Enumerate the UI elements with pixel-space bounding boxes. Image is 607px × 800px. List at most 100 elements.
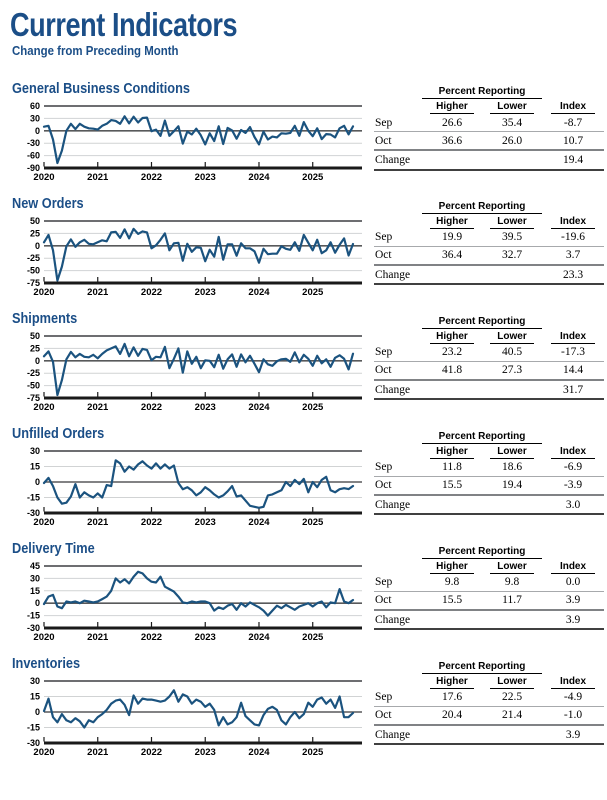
svg-text:-30: -30 [27, 738, 40, 748]
table-header-group: Percent Reporting [374, 201, 604, 214]
indicator-section: Unfilled Orders 30 15 0 -15 -30 2020 2021 2022 2… [10, 426, 604, 535]
table-rows: Sep 26.6 35.4 -8.7 Oct 36.6 26.0 10.7 [374, 114, 604, 151]
table-row: Sep 11.8 18.6 -6.9 [374, 459, 604, 477]
svg-text:30: 30 [30, 113, 40, 123]
section-title: Inventories [12, 656, 368, 673]
change-label: Change [375, 383, 411, 396]
row-month-label: Sep [375, 231, 393, 244]
chart-column: Unfilled Orders 30 15 0 -15 -30 2020 2021 2022 2… [10, 426, 368, 535]
col-header-index: Index [551, 561, 595, 574]
svg-text:2020: 2020 [33, 517, 54, 528]
table-header-group: Percent Reporting [374, 86, 604, 99]
svg-text:50: 50 [30, 331, 40, 341]
row-value: 15.5 [441, 479, 463, 492]
change-row: Change 31.7 [374, 381, 604, 401]
percent-reporting-label: Percent Reporting [422, 201, 542, 214]
row-month-label: Oct [375, 479, 392, 492]
change-value: 19.4 [562, 154, 584, 166]
svg-text:-90: -90 [27, 163, 40, 173]
table-row: Sep 9.8 9.8 0.0 [374, 574, 604, 592]
svg-text:2020: 2020 [33, 747, 54, 758]
svg-text:2025: 2025 [302, 517, 324, 528]
row-value: 11.7 [502, 594, 522, 607]
table-row: Sep 19.9 39.5 -19.6 [374, 229, 604, 247]
row-month-label: Oct [375, 134, 392, 147]
svg-text:2024: 2024 [248, 287, 270, 298]
change-value: 31.7 [562, 383, 584, 396]
change-label: Change [375, 728, 411, 741]
change-value: 3.9 [565, 728, 581, 741]
table-header-group: Percent Reporting [374, 661, 604, 674]
row-value: 15.5 [441, 594, 463, 607]
row-value: 11.8 [442, 461, 462, 474]
percent-reporting-label: Percent Reporting [422, 316, 542, 329]
col-header-index: Index [551, 676, 595, 689]
row-value: 35.4 [501, 116, 523, 129]
indicator-section: Shipments 50 25 0 -25 -50 -75 2020 2021 2022 2023… [10, 310, 604, 420]
change-label: Change [375, 613, 411, 626]
svg-text:60: 60 [30, 101, 40, 111]
col-header-higher: Higher [430, 101, 474, 114]
col-header-lower: Lower [490, 446, 534, 459]
table-row: Oct 36.6 26.0 10.7 [374, 132, 604, 151]
svg-text:2024: 2024 [248, 517, 270, 528]
change-row: Change 3.9 [374, 726, 604, 746]
table-column-headers: Higher Lower Index [374, 329, 604, 344]
col-header-index: Index [551, 446, 595, 459]
row-value: 19.4 [501, 479, 523, 492]
section-title: Shipments [12, 310, 368, 328]
row-value: -4.9 [563, 691, 583, 704]
svg-text:2023: 2023 [195, 632, 216, 643]
table-row: Oct 36.4 32.7 3.7 [374, 247, 604, 266]
section-title: General Business Conditions [12, 81, 368, 98]
table-row: Oct 20.4 21.4 -1.0 [374, 707, 604, 726]
col-header-index: Index [551, 216, 595, 229]
indicator-table: Percent Reporting Higher Lower Index Sep… [374, 201, 604, 286]
row-value: -19.6 [561, 231, 585, 244]
svg-text:-25: -25 [27, 253, 40, 263]
table-column-headers: Higher Lower Index [374, 674, 604, 689]
table-rows: Sep 23.2 40.5 -17.3 Oct 41.8 27.3 14.4 [374, 344, 604, 381]
indicator-sections: General Business Conditions 60 30 0 -30 -60 -… [10, 81, 604, 765]
svg-text:2020: 2020 [33, 402, 54, 413]
chart-column: Delivery Time 45 30 15 0 -15 -30 2020 2021 2022 2… [10, 541, 368, 650]
section-title: New Orders [12, 196, 368, 213]
col-header-higher: Higher [430, 331, 474, 344]
row-month-label: Sep [375, 576, 393, 589]
row-value: 39.5 [501, 231, 523, 244]
table-column: Percent Reporting Higher Lower Index Sep… [374, 312, 607, 420]
row-month-label: Oct [375, 364, 392, 377]
svg-text:2020: 2020 [33, 632, 54, 643]
svg-text:2021: 2021 [87, 402, 109, 413]
svg-text:2020: 2020 [33, 287, 54, 298]
svg-text:-15: -15 [27, 492, 40, 502]
change-value: 3.0 [565, 498, 581, 511]
col-header-higher: Higher [430, 561, 474, 574]
svg-text:2023: 2023 [195, 747, 216, 758]
svg-text:-75: -75 [27, 278, 40, 288]
svg-text:-15: -15 [27, 610, 40, 620]
svg-text:-30: -30 [27, 138, 40, 148]
row-month-label: Oct [375, 594, 392, 607]
row-value: 41.8 [441, 364, 463, 377]
svg-text:2021: 2021 [87, 747, 109, 758]
table-row: Sep 23.2 40.5 -17.3 [374, 344, 604, 362]
svg-text:2021: 2021 [87, 172, 109, 183]
svg-text:0: 0 [35, 126, 40, 136]
indicator-section: Delivery Time 45 30 15 0 -15 -30 2020 2021 2022 2… [10, 541, 604, 650]
table-rows: Sep 19.9 39.5 -19.6 Oct 36.4 32.7 3.7 [374, 229, 604, 266]
row-value: 18.6 [501, 461, 523, 474]
percent-reporting-label: Percent Reporting [422, 86, 542, 99]
row-value: 9.8 [504, 576, 520, 589]
indicator-section: New Orders 50 25 0 -25 -50 -75 2020 2021 2022 202… [10, 196, 604, 305]
col-header-lower: Lower [490, 561, 534, 574]
chart-column: New Orders 50 25 0 -25 -50 -75 2020 2021 2022 202… [10, 196, 368, 305]
change-label: Change [375, 498, 411, 511]
section-title-text: Shipments [12, 310, 78, 327]
page-subtitle: Change from Preceding Month [12, 43, 179, 58]
table-header-group: Percent Reporting [374, 316, 604, 329]
svg-text:0: 0 [35, 707, 40, 717]
row-month-label: Sep [375, 691, 393, 704]
